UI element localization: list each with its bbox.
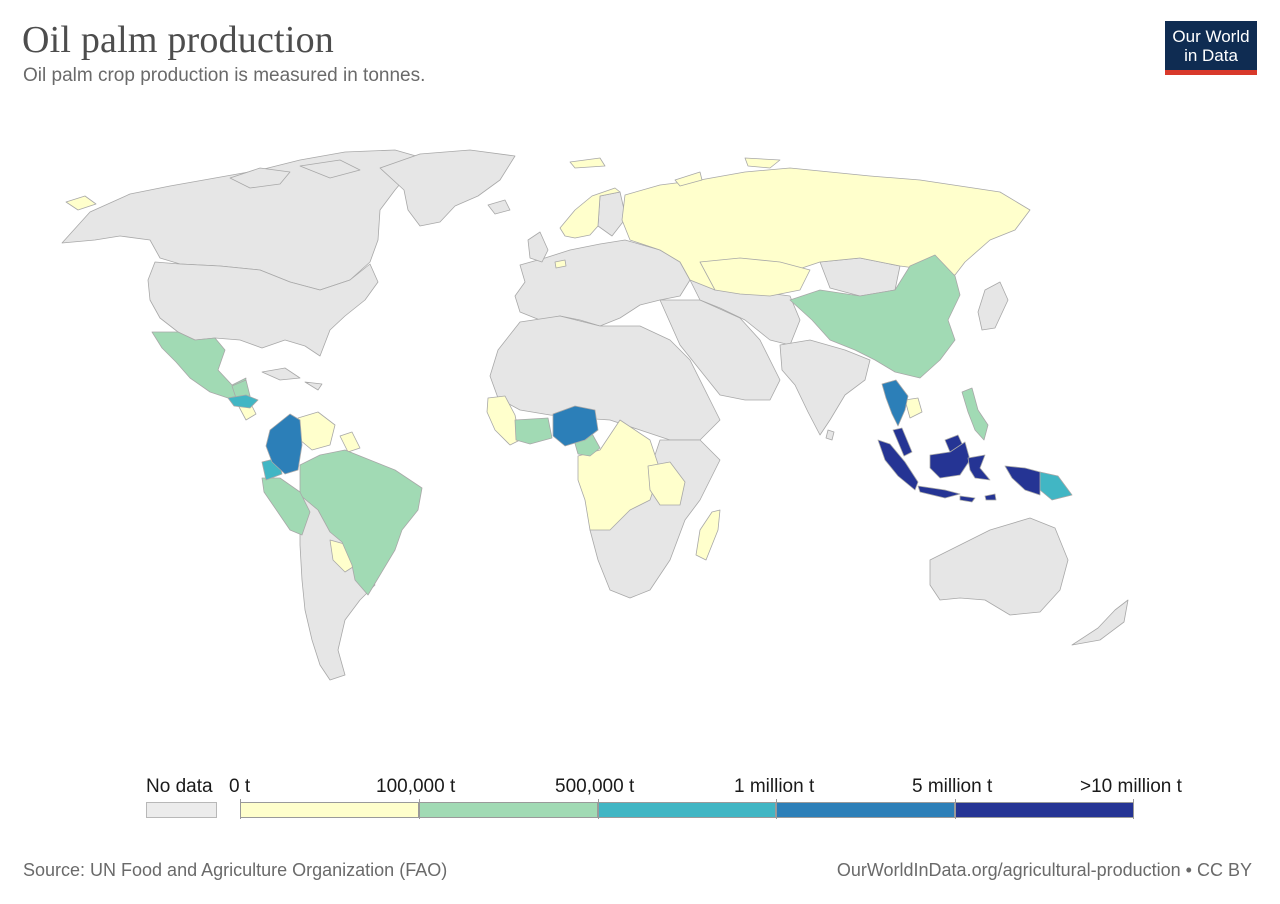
- guyanas[interactable]: [339, 431, 361, 453]
- logo-accent-bar: [1165, 70, 1257, 75]
- country-philippines[interactable]: [961, 387, 989, 441]
- legend-swatch-tier-2[interactable]: [419, 802, 598, 818]
- legend-no-data-label: No data: [146, 776, 213, 797]
- east-africa-yellow[interactable]: [647, 461, 686, 506]
- country-cambodia[interactable]: [904, 397, 923, 419]
- source-note: Source: UN Food and Agriculture Organiza…: [23, 860, 448, 880]
- country-madagascar[interactable]: [695, 509, 721, 561]
- country-scandinavia[interactable]: [559, 187, 621, 239]
- legend-tick: [419, 799, 420, 819]
- country-mexico[interactable]: [151, 331, 247, 399]
- legend-tick: [955, 799, 956, 819]
- page-subtitle: Oil palm crop production is measured in …: [23, 65, 426, 86]
- country-china[interactable]: [789, 254, 961, 379]
- uk-ireland[interactable]: [527, 231, 549, 263]
- indonesia-papua[interactable]: [1004, 465, 1041, 496]
- country-hungary[interactable]: [554, 259, 567, 269]
- legend-bin-label-2: 500,000 t: [555, 776, 635, 797]
- country-new-zealand[interactable]: [1071, 599, 1129, 646]
- logo-line-2: in Data: [1184, 46, 1238, 65]
- iceland[interactable]: [487, 199, 511, 215]
- legend-bin-label-1: 100,000 t: [376, 776, 456, 797]
- country-greenland[interactable]: [379, 149, 516, 227]
- legend-bin-label-3: 1 million t: [734, 776, 815, 797]
- legend-tick: [776, 799, 777, 819]
- finland[interactable]: [597, 191, 627, 237]
- country-australia[interactable]: [929, 517, 1069, 616]
- legend-swatch-tier-4[interactable]: [776, 802, 955, 818]
- caribbean-islands[interactable]: [261, 367, 323, 391]
- world-map[interactable]: [0, 140, 1280, 700]
- country-nigeria[interactable]: [552, 405, 599, 447]
- attribution-link[interactable]: OurWorldInData.org/agricultural-producti…: [836, 860, 1252, 880]
- legend-tick: [240, 799, 241, 819]
- legend-no-data-swatch[interactable]: [146, 802, 217, 818]
- legend-tick: [598, 799, 599, 819]
- country-kazakhstan[interactable]: [699, 257, 811, 297]
- legend-max-label: >10 million t: [1080, 776, 1182, 797]
- country-venezuela[interactable]: [297, 411, 336, 451]
- country-honduras[interactable]: [227, 394, 259, 409]
- middle-east[interactable]: [659, 299, 781, 401]
- japan[interactable]: [977, 281, 1009, 331]
- country-colombia[interactable]: [265, 413, 303, 475]
- indonesia-kalimantan[interactable]: [929, 441, 971, 479]
- country-thailand[interactable]: [881, 379, 909, 427]
- country-usa[interactable]: [147, 261, 379, 357]
- south-asia[interactable]: [779, 339, 871, 436]
- legend-tick: [1133, 799, 1134, 819]
- country-peru[interactable]: [261, 477, 311, 536]
- indonesia-sulawesi[interactable]: [967, 454, 991, 481]
- country-ghana-cote-divoire[interactable]: [514, 417, 553, 445]
- legend-swatch-tier-3[interactable]: [598, 802, 776, 818]
- legend-bin-label-4: 5 million t: [912, 776, 993, 797]
- greenland-coast-islet[interactable]: [65, 195, 97, 211]
- west-africa-yellow[interactable]: [486, 395, 521, 446]
- sri-lanka[interactable]: [825, 429, 835, 441]
- central-africa-yellow[interactable]: [577, 419, 661, 531]
- arctic-islands[interactable]: [229, 159, 361, 189]
- indonesia-java[interactable]: [917, 485, 961, 499]
- country-malaysia-peninsula[interactable]: [892, 427, 913, 457]
- legend-swatch-tier-5[interactable]: [955, 802, 1134, 818]
- central-america-green[interactable]: [231, 379, 251, 399]
- country-canada-alaska[interactable]: [61, 149, 431, 291]
- country-papua-new-guinea[interactable]: [1039, 471, 1073, 501]
- legend-bin-label-0: 0 t: [229, 776, 251, 797]
- legend-swatch-tier-1[interactable]: [240, 802, 419, 818]
- legend: No data 0 t 100,000 t 500,000 t 1 millio…: [0, 770, 1280, 830]
- owid-logo[interactable]: Our World in Data: [1165, 21, 1257, 75]
- country-brazil[interactable]: [299, 449, 423, 596]
- logo-line-1: Our World: [1172, 27, 1250, 46]
- indonesia-sumatra[interactable]: [877, 439, 919, 491]
- page-title: Oil palm production: [22, 19, 334, 61]
- indonesia-lesser-sunda[interactable]: [959, 493, 997, 503]
- arctic-islands-yellow[interactable]: [569, 157, 781, 187]
